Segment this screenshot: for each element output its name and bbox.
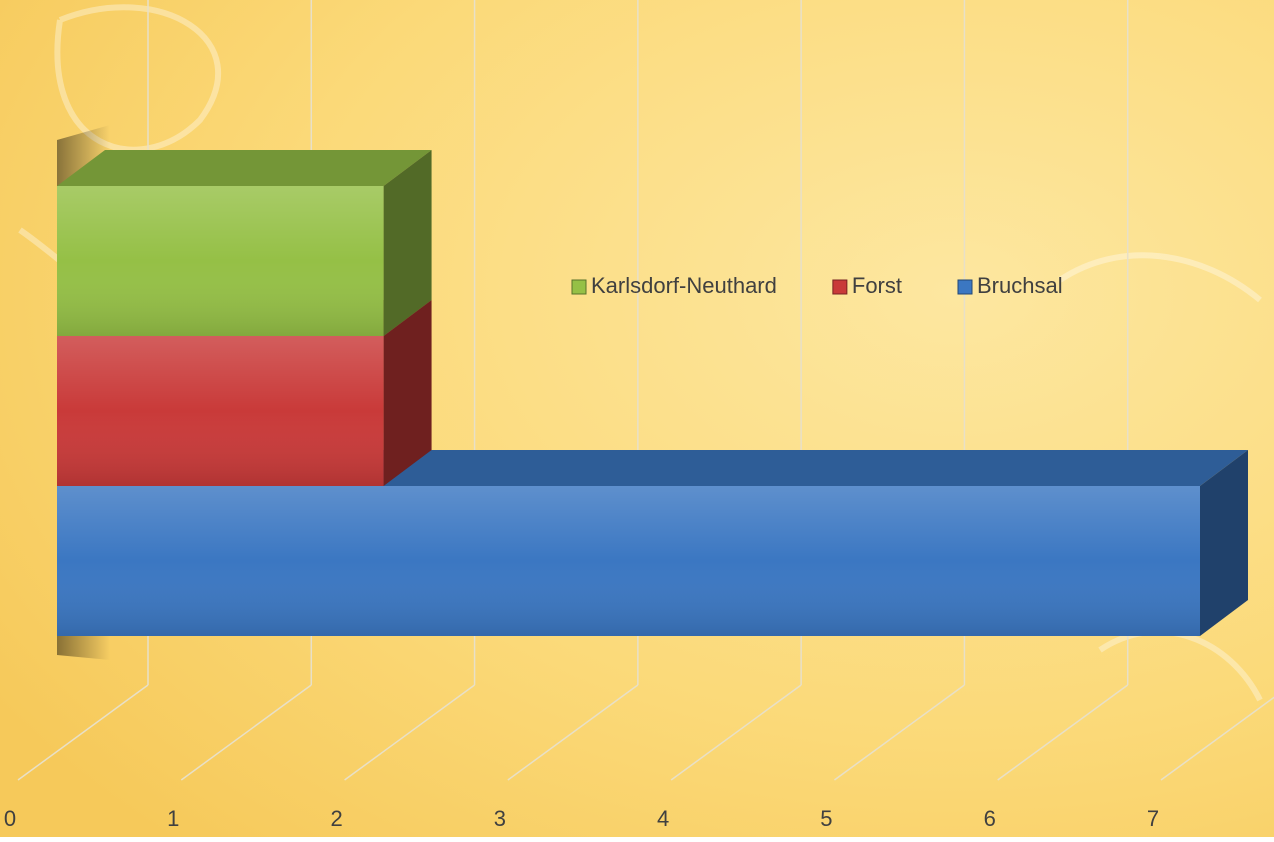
bar-top — [57, 150, 432, 186]
bar-sheen — [57, 186, 384, 336]
legend-label: Bruchsal — [977, 273, 1063, 298]
legend-swatch — [958, 280, 972, 294]
x-tick-label: 6 — [984, 806, 996, 831]
x-tick-label: 2 — [330, 806, 342, 831]
legend-swatch — [572, 280, 586, 294]
legend-label: Karlsdorf-Neuthard — [591, 273, 777, 298]
x-tick-label: 3 — [494, 806, 506, 831]
chart: 0 1 2 3 4 5 6 7 Karlsdorf-Neuthard Forst Bruchsal — [0, 0, 1274, 837]
x-tick-label: 5 — [820, 806, 832, 831]
x-tick-label: 7 — [1147, 806, 1159, 831]
page: 01234567Karlsdorf-NeuthardForstBruchsal … — [0, 0, 1274, 842]
legend-swatch — [833, 280, 847, 294]
legend-label: Forst — [852, 273, 902, 298]
x-tick-label: 1 — [167, 806, 179, 831]
bar-sheen — [57, 486, 1200, 636]
x-tick-label: 4 — [657, 806, 669, 831]
bar-sheen — [57, 336, 384, 486]
x-tick-label: 0 — [4, 806, 16, 831]
